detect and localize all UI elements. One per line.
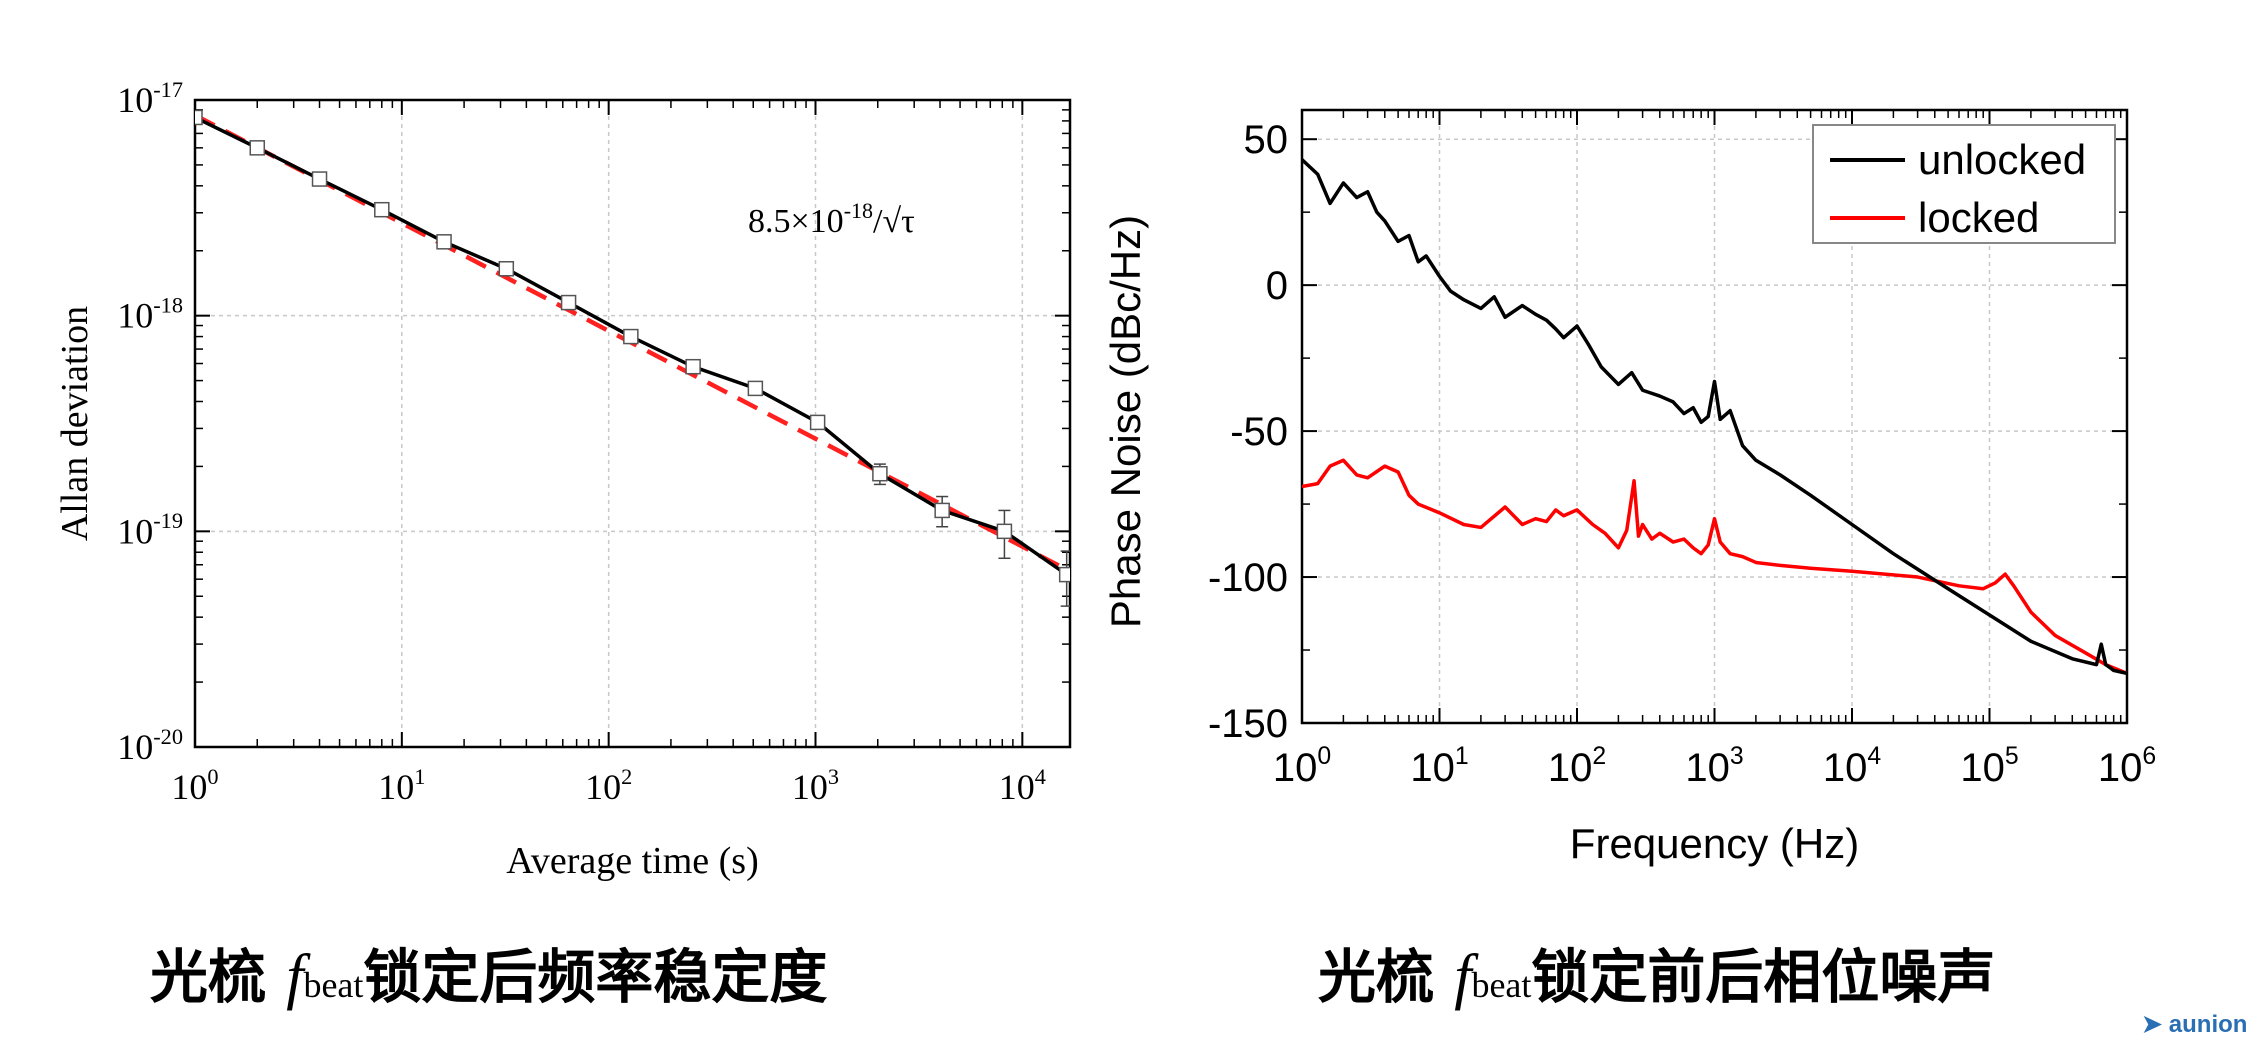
caption-right-f: f	[1454, 943, 1472, 1011]
y-tick-label: 10-20	[117, 724, 183, 767]
x-tick-label: 105	[1960, 743, 2018, 790]
x-tick-label: 102	[1548, 743, 1606, 790]
data-point-marker	[623, 328, 639, 345]
legend: unlocked locked	[1812, 124, 2116, 244]
fit-annotation: 8.5×10-18/√τ	[748, 198, 915, 240]
data-point-marker	[195, 109, 203, 126]
logo-arrow-icon: ➤	[2142, 1011, 2163, 1038]
x-tick-label: 103	[792, 764, 839, 807]
legend-box	[1812, 124, 2116, 244]
data-point-marker	[1058, 566, 1070, 583]
caption-right-prefix: 光梳	[1318, 943, 1455, 1011]
series-line-unlocked	[1302, 158, 2127, 676]
y-tick-label: 50	[1244, 118, 1289, 162]
legend-label-unlocked: unlocked	[1918, 136, 2086, 183]
caption-left-prefix: 光梳	[150, 943, 287, 1011]
data-point-marker	[872, 465, 888, 482]
caption-left-f: f	[286, 943, 304, 1011]
y-tick-label: -50	[1230, 410, 1288, 454]
x-tick-label: 101	[1410, 743, 1468, 790]
y-axis-label: Allan deviation	[54, 306, 96, 541]
x-tick-label: 104	[999, 764, 1046, 807]
x-tick-label: 100	[171, 764, 218, 807]
data-point-marker	[436, 234, 452, 250]
aunion-logo: ➤ aunion	[2142, 1010, 2247, 1039]
y-tick-label: 10-17	[117, 77, 183, 120]
data-point-marker	[311, 171, 328, 187]
caption-right: 光梳 fbeat锁定前后相位噪声	[1318, 930, 1995, 1014]
data-point-marker	[996, 523, 1013, 540]
caption-right-suffix: 锁定前后相位噪声	[1531, 943, 1996, 1011]
x-tick-label: 103	[1685, 743, 1743, 790]
data-layer	[1302, 158, 2127, 676]
x-tick-label: 106	[2098, 743, 2156, 790]
logo-text: aunion	[2168, 1011, 2248, 1038]
phase-noise-chart: 100 101 102 103 104 105 106 50 0 -50 -100 -150 unloc…	[1102, 108, 2156, 867]
y-tick-label: 10-18	[117, 293, 183, 336]
legend-label-locked: locked	[1918, 194, 2039, 241]
data-layer	[195, 109, 1070, 607]
y-tick-label: 0	[1266, 264, 1288, 308]
allan-deviation-chart: 100 101 102 103 104 10-17 10-18 10-19 10-20 8.5×1…	[54, 77, 1072, 882]
x-tick-label: 101	[378, 764, 425, 807]
data-point-marker	[685, 358, 701, 375]
data-point-marker	[498, 261, 515, 277]
caption-left-suffix: 锁定后频率稳定度	[363, 943, 828, 1011]
y-tick-label: 10-19	[117, 508, 183, 551]
data-point-marker	[249, 140, 266, 156]
caption-right-sub: beat	[1471, 965, 1532, 1005]
x-axis-label: Average time (s)	[506, 840, 759, 882]
data-point-marker	[934, 502, 950, 519]
x-axis-label: Frequency (Hz)	[1570, 820, 1859, 867]
y-tick-label: -100	[1208, 556, 1288, 600]
x-tick-label: 100	[1273, 743, 1331, 790]
caption-left: 光梳 fbeat锁定后频率稳定度	[150, 930, 827, 1014]
caption-left-sub: beat	[303, 965, 364, 1005]
y-axis-label: Phase Noise (dBc/Hz)	[1102, 215, 1149, 628]
x-tick-label: 104	[1823, 743, 1882, 790]
data-point-marker	[374, 201, 390, 218]
x-tick-label: 102	[585, 764, 632, 807]
data-point-marker	[747, 380, 764, 397]
series-line-locked	[1302, 458, 2127, 675]
plot-frame	[193, 98, 1072, 749]
data-point-marker	[809, 414, 826, 431]
data-point-marker	[560, 294, 577, 311]
y-tick-label: -150	[1208, 702, 1288, 746]
